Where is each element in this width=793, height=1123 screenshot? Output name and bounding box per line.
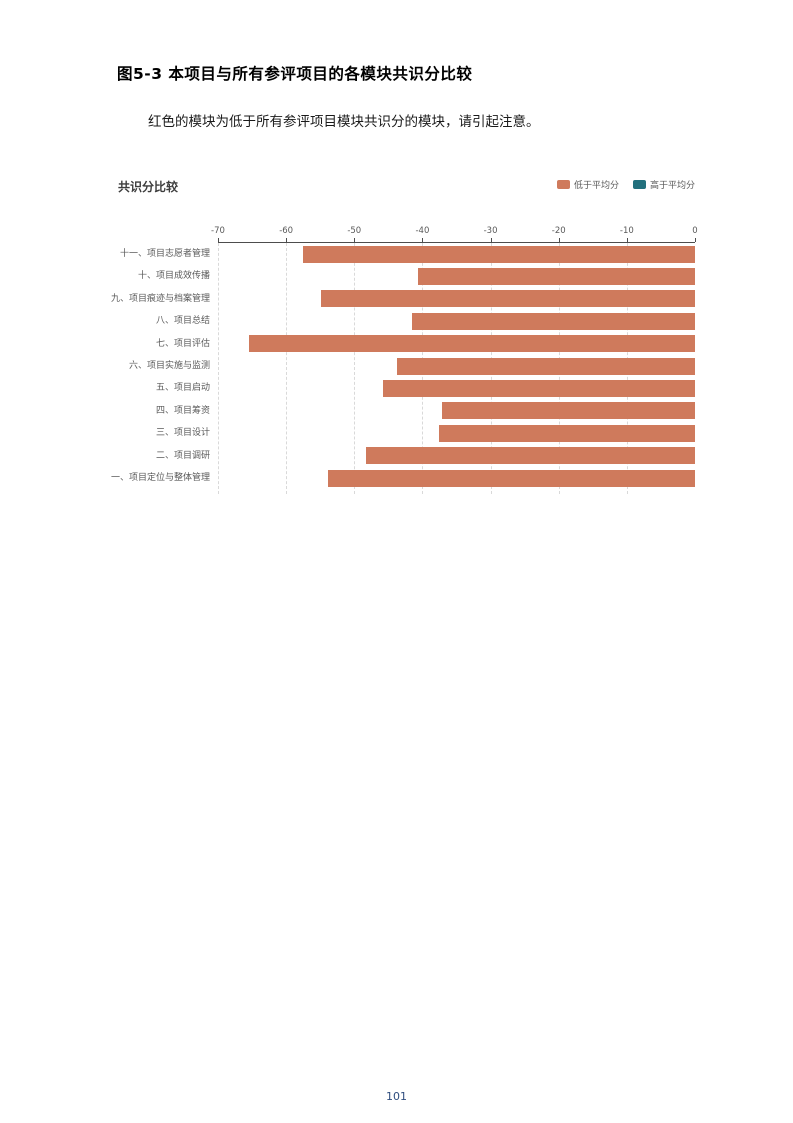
category-label: 二、项目调研 — [155, 450, 210, 461]
legend-swatch — [632, 180, 646, 189]
category-label: 十、项目成效传播 — [137, 271, 210, 282]
axis-tick-mark — [626, 238, 628, 242]
category-label: 七、项目评估 — [155, 338, 210, 349]
category-label: 九、项目痕迹与档案管理 — [110, 293, 210, 304]
chart-header: 共识分比较 低于平均分 高于平均分 — [118, 178, 695, 194]
category-label: 六、项目实施与监测 — [128, 360, 210, 371]
bar-track — [218, 422, 695, 444]
legend-label: 低于平均分 — [573, 181, 619, 191]
bar-track — [218, 445, 695, 467]
chart-row: 三、项目设计 — [156, 422, 695, 444]
axis-tick-label: -10 — [619, 226, 634, 236]
bar-track — [218, 355, 695, 377]
category-label: 十一、项目志愿者管理 — [119, 249, 210, 259]
bar-低于平均分 — [441, 402, 695, 420]
bar-track — [218, 288, 695, 310]
axis-tick-mark — [354, 238, 356, 242]
axis-tick-mark — [286, 238, 288, 242]
bar-track — [218, 333, 695, 355]
legend-label: 高于平均分 — [649, 181, 695, 191]
chart-row: 十一、项目志愿者管理 — [120, 243, 695, 265]
x-axis: -70 -60 -50 -40 -30 -20 -10 0 — [211, 226, 698, 243]
chart-row: 九、项目痕迹与档案管理 — [111, 288, 695, 310]
chart-body: -70 -60 -50 -40 -30 -20 -10 0 十一、项目志愿者管理十、项目成效传… — [111, 226, 698, 494]
axis-tick-label: -20 — [551, 226, 566, 236]
axis-tick-mark — [422, 238, 424, 242]
category-label: 一、项目定位与整体管理 — [110, 472, 210, 483]
chart-row: 七、项目评估 — [156, 333, 695, 355]
chart-row: 六、项目实施与监测 — [129, 355, 695, 377]
consensus-score-chart: 共识分比较 低于平均分 高于平均分 -70 -60 -50 -40 -30 -20 -10 0 … — [111, 178, 698, 494]
bar-rows: 十一、项目志愿者管理十、项目成效传播九、项目痕迹与档案管理八、项目总结 七、项目评… — [111, 243, 695, 489]
bar-track — [218, 243, 695, 265]
legend-swatch — [556, 180, 570, 189]
axis-tick-mark — [490, 238, 492, 242]
bar-track — [218, 265, 695, 287]
bar-低于平均分 — [439, 424, 695, 442]
bar-track — [218, 400, 695, 422]
bar-低于平均分 — [412, 312, 695, 330]
chart-title: 共识分比较 — [118, 180, 179, 194]
bar-track — [218, 467, 695, 489]
bar-低于平均分 — [418, 268, 695, 286]
chart-row: 二、项目调研 — [156, 445, 695, 467]
legend-item: 高于平均分 — [632, 178, 695, 191]
axis-tick-label: -50 — [347, 226, 362, 236]
bar-低于平均分 — [303, 245, 695, 263]
category-label: 四、项目筹资 — [155, 405, 210, 416]
chart-legend: 低于平均分 高于平均分 — [556, 178, 695, 191]
bar-低于平均分 — [248, 335, 695, 353]
category-label: 八、项目总结 — [155, 316, 210, 327]
legend-item: 低于平均分 — [556, 178, 619, 191]
bar-低于平均分 — [396, 357, 695, 375]
bar-track — [218, 377, 695, 399]
axis-tick-label: -60 — [279, 226, 294, 236]
bar-低于平均分 — [328, 469, 695, 487]
chart-row: 十、项目成效传播 — [138, 265, 695, 287]
axis-tick-mark — [218, 238, 219, 242]
category-label: 三、项目设计 — [155, 428, 210, 439]
bar-track — [218, 310, 695, 332]
axis-tick-label: -40 — [415, 226, 430, 236]
plot-area: 十一、项目志愿者管理十、项目成效传播九、项目痕迹与档案管理八、项目总结 七、项目评… — [111, 243, 695, 494]
chart-row: 四、项目筹资 — [156, 400, 695, 422]
chart-row: 五、项目启动 — [156, 377, 695, 399]
bar-低于平均分 — [382, 380, 695, 398]
axis-tick-mark — [695, 238, 696, 242]
axis-tick-label: 0 — [692, 226, 698, 236]
figure-title: 图5-3 本项目与所有参评项目的各模块共识分比较 — [117, 65, 473, 83]
page-number: 101 — [386, 1090, 407, 1103]
chart-row: 一、项目定位与整体管理 — [111, 467, 695, 489]
chart-row: 八、项目总结 — [156, 310, 695, 332]
bar-低于平均分 — [320, 290, 695, 308]
axis-tick-label: -30 — [483, 226, 498, 236]
figure-note: 红色的模块为低于所有参评项目模块共识分的模块，请引起注意。 — [148, 114, 540, 130]
category-label: 五、项目启动 — [155, 383, 210, 394]
axis-tick-mark — [558, 238, 560, 242]
axis-tick-label: -70 — [211, 226, 225, 236]
bar-低于平均分 — [365, 447, 695, 465]
